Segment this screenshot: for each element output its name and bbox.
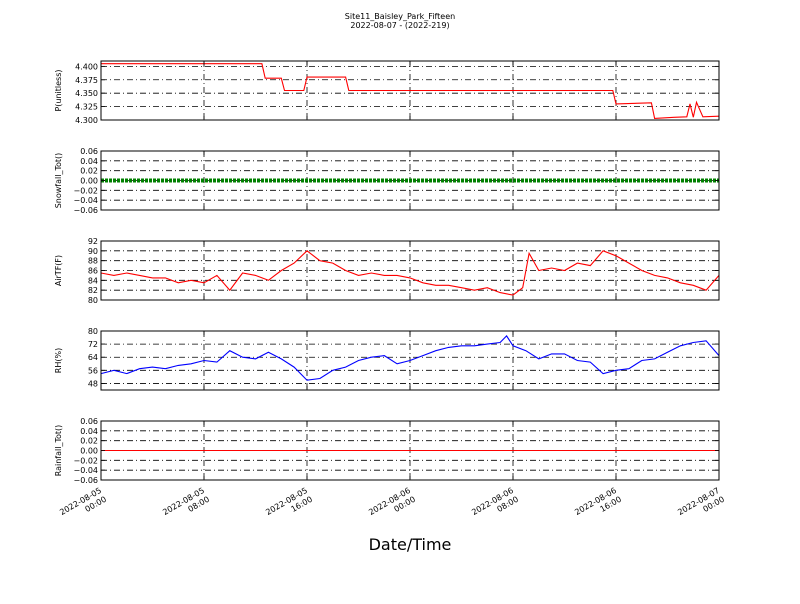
y-tick-label: 4.350 [75,89,98,98]
x-axis-label: Date/Time [369,535,452,554]
y-tick-label: −0.02 [73,456,98,465]
y-tick-label: −0.02 [73,186,98,195]
y-tick-label: 4.375 [75,76,98,85]
panel-rh: 48 56 64 72 80 RH(%) [54,327,720,391]
panel-snow: −0.06−0.04−0.020.000.020.040.06 Snowfall_… [54,147,720,215]
y-tick-label: 0.04 [80,157,98,166]
series-line-rh [100,335,720,381]
y-tick-label: 0.06 [80,417,98,426]
y-tick-label: 4.400 [75,62,98,71]
y-tick-label: −0.04 [73,196,98,205]
y-tick-label: 0.04 [80,427,98,436]
y-tick-label: 0.00 [80,447,98,456]
y-axis-label-snow: Snowfall_Tot() [54,153,63,209]
y-tick-label: 80 [88,327,98,336]
y-tick-label: 92 [88,237,98,246]
y-tick-label: 0.02 [80,437,98,446]
y-tick-label: 88 [88,257,98,266]
y-tick-label: 80 [88,296,98,305]
y-tick-label: 4.300 [75,116,98,125]
y-tick-label: 82 [88,286,98,295]
y-tick-label: 84 [88,276,98,285]
y-tick-label: 0.02 [80,167,98,176]
y-tick-label: 48 [88,379,98,388]
y-tick-label: 90 [88,247,98,256]
y-tick-label: −0.06 [73,476,98,485]
y-tick-label: 0.00 [80,177,98,186]
y-axis-label-airt: AirTF(F) [54,255,63,286]
y-tick-label: 72 [88,340,98,349]
y-tick-label: −0.04 [73,466,98,475]
y-tick-label: 86 [88,267,98,276]
y-tick-label: 0.06 [80,147,98,156]
series-line-airt [100,250,720,296]
y-axis-label-p: P(unitless) [54,69,63,111]
y-tick-label: 64 [88,353,98,362]
panel-rain: −0.06−0.04−0.020.000.020.040.06 Rainfall_… [54,417,720,485]
series-line-p [101,63,720,119]
panel-p: 4.300 4.325 4.350 4.375 4.400 P(unitless) [54,60,720,125]
y-tick-label: 4.325 [75,103,98,112]
chart-subtitle: 2022-08-07 - (2022-219) [350,21,449,30]
y-axis-label-rh: RH(%) [54,348,63,373]
y-axis-label-rain: Rainfall_Tot() [54,425,63,477]
chart-title: Site11_Baisley_Park_Fifteen [345,12,455,21]
y-tick-label: 56 [88,366,98,375]
y-tick-label: −0.06 [73,206,98,215]
